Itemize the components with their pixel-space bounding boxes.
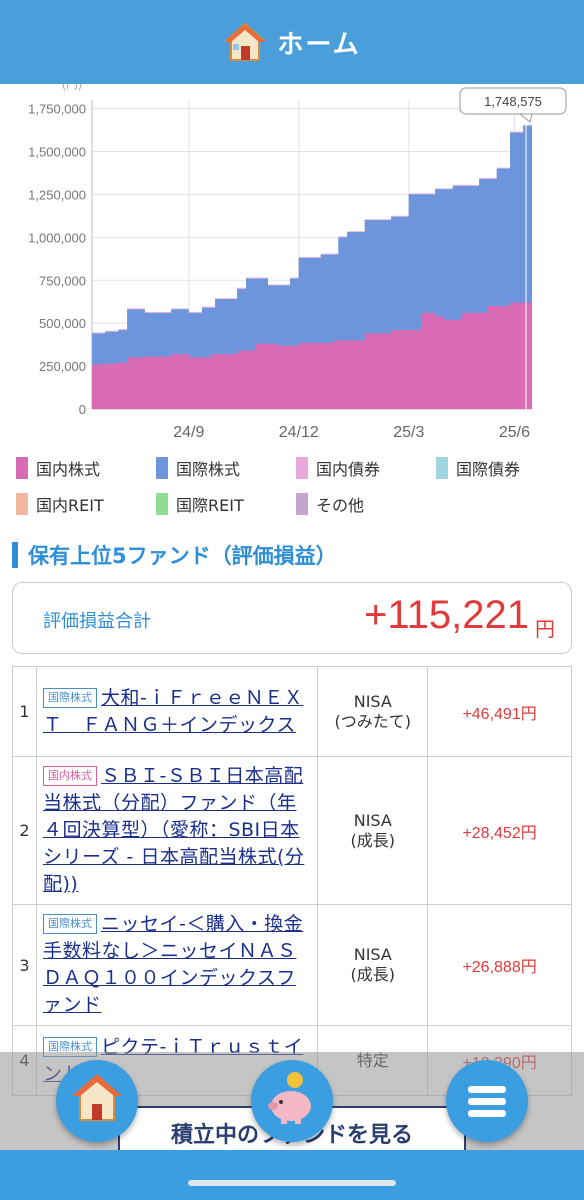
fund-gain: +28,452円 — [427, 756, 572, 905]
fund-name-cell: 国際株式 大和-ｉＦｒｅｅＮＥＸＴ ＦＡＮＧ＋インデックス — [35, 666, 319, 757]
legend-swatch — [156, 457, 168, 479]
legend-swatch — [16, 493, 28, 515]
legend-item: 国際債券 — [436, 456, 520, 480]
asset-chart: 0 250,000 500,000 750,000 1,000,000 1,250,000… — [0, 84, 584, 444]
fund-name-cell: 国際株式 ニッセイ-＜購入・換金手数料なし＞ニッセイＮＡＳＤＡＱ１００インデックス… — [35, 904, 319, 1026]
legend-label: 国内REIT — [36, 496, 104, 515]
category-badge: 国際株式 — [42, 687, 97, 708]
legend-label: その他 — [316, 496, 365, 515]
x-tick-label: 25/3 — [393, 424, 424, 441]
latest-value-callout — [459, 87, 567, 115]
y-tick-label: 500,000 — [39, 316, 86, 331]
nav-menu-button[interactable] — [446, 1060, 528, 1142]
app-header: ホーム — [0, 0, 584, 84]
latest-value-label: 1,748,575 — [484, 94, 542, 109]
fund-gain: +46,491円 — [427, 666, 572, 757]
footer-bar — [0, 1150, 584, 1200]
section-title: 保有上位5ファンド（評価損益） — [12, 540, 337, 570]
legend-swatch — [296, 457, 308, 479]
x-tick-label: 25/6 — [499, 424, 530, 441]
piggy-bank-icon — [268, 1072, 311, 1124]
category-badge: 国内株式 — [42, 766, 97, 786]
legend-label: 国内債券 — [316, 460, 381, 479]
category-badge: 国際株式 — [42, 914, 97, 934]
total-pl-value: +115,221 — [364, 593, 529, 637]
fund-gain: +26,888円 — [427, 904, 572, 1026]
table-row: 3 国際株式 ニッセイ-＜購入・換金手数料なし＞ニッセイＮＡＳＤＡＱ１００インデッ… — [12, 904, 572, 1026]
nav-home-button[interactable] — [56, 1060, 138, 1142]
account-type: NISA (成長) — [317, 756, 429, 905]
legend-item: 国際REIT — [156, 492, 244, 516]
y-tick-label: 750,000 — [39, 273, 86, 288]
y-tick-label: 250,000 — [39, 359, 86, 374]
legend-label: 国際債券 — [456, 460, 521, 479]
x-tick-label: 24/12 — [279, 424, 319, 441]
house-icon — [223, 20, 267, 64]
account-type-text: NISA (成長) — [350, 945, 396, 984]
section-title-bar — [12, 542, 18, 568]
fund-link[interactable]: ニッセイ-＜購入・換金手数料なし＞ニッセイＮＡＳＤＡＱ１００インデックスファンド — [42, 913, 304, 1016]
fund-link[interactable]: 大和-ｉＦｒｅｅＮＥＸＴ ＦＡＮＧ＋インデックス — [42, 686, 304, 736]
legend-label: 国内株式 — [36, 460, 101, 479]
y-tick-label: 1,750,000 — [28, 102, 86, 117]
house-icon — [72, 1074, 122, 1121]
total-pl-label: 評価損益合計 — [43, 611, 151, 632]
account-type-text: NISA (成長) — [350, 810, 396, 850]
y-unit-label: (円) — [62, 84, 82, 91]
y-tick-label: 1,000,000 — [28, 230, 86, 245]
fund-name-cell: 国内株式 ＳＢＩ-ＳＢＩ日本高配当株式（分配）ファンド（年４回決算型）（愛称：SB… — [35, 756, 319, 905]
legend-item: 国内REIT — [16, 492, 104, 516]
y-tick-label: 1,250,000 — [28, 187, 86, 202]
legend-item: 国内債券 — [296, 456, 380, 480]
total-pl-box: 評価損益合計 +115,221 円 — [12, 582, 572, 654]
callout-pointer — [518, 113, 533, 123]
fund-rank: 1 — [12, 666, 37, 757]
legend-swatch — [16, 457, 28, 479]
account-type: NISA (成長) — [317, 904, 429, 1026]
legend-label: 国際株式 — [176, 460, 241, 479]
legend-item: 国際株式 — [156, 456, 240, 480]
legend-swatch — [296, 493, 308, 515]
asset-area-chart: 0 250,000 500,000 750,000 1,000,000 1,250,000… — [28, 84, 567, 441]
home-indicator[interactable] — [188, 1180, 396, 1186]
y-tick-label: 1,500,000 — [28, 145, 86, 160]
fund-table: 1 国際株式 大和-ｉＦｒｅｅＮＥＸＴ ＦＡＮＧ＋インデックス NISA (つみた… — [12, 666, 572, 1096]
legend-label: 国際REIT — [176, 496, 244, 515]
x-tick-label: 24/9 — [173, 424, 204, 441]
section-title-text: 保有上位5ファンド（評価損益） — [28, 544, 337, 568]
fund-rank: 2 — [12, 756, 37, 905]
menu-icon — [468, 1086, 506, 1117]
fund-link[interactable]: ＳＢＩ-ＳＢＩ日本高配当株式（分配）ファンド（年４回決算型）（愛称：SBI日本シ… — [42, 765, 305, 895]
page-title: ホーム — [277, 29, 361, 60]
table-row: 2 国内株式 ＳＢＩ-ＳＢＩ日本高配当株式（分配）ファンド（年４回決算型）（愛称：… — [12, 756, 572, 905]
nav-savings-button[interactable] — [251, 1060, 333, 1142]
account-type-text: NISA (つみたて) — [334, 691, 412, 731]
legend-swatch — [436, 457, 448, 479]
legend-item: 国内株式 — [16, 456, 100, 480]
y-tick-label: 0 — [79, 402, 86, 417]
legend-swatch — [156, 493, 168, 515]
fund-rank: 3 — [12, 904, 37, 1026]
table-row: 1 国際株式 大和-ｉＦｒｅｅＮＥＸＴ ＦＡＮＧ＋インデックス NISA (つみた… — [12, 666, 572, 757]
main-content[interactable]: 0 250,000 500,000 750,000 1,000,000 1,250,000… — [0, 84, 584, 1150]
account-type: NISA (つみたて) — [317, 666, 429, 757]
area-dom-stocks — [92, 301, 532, 409]
total-pl-unit: 円 — [535, 617, 555, 641]
legend-item: その他 — [296, 492, 364, 516]
